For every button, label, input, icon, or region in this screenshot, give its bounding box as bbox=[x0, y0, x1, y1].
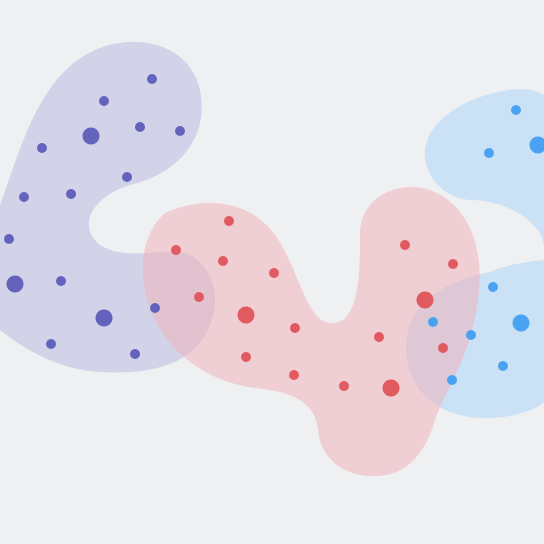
red-point-12 bbox=[374, 332, 384, 342]
purple-point-8 bbox=[19, 192, 29, 202]
red-point-14 bbox=[416, 291, 434, 309]
red-point-5 bbox=[194, 292, 204, 302]
blue-point-6 bbox=[466, 330, 476, 340]
red-point-9 bbox=[289, 370, 299, 380]
purple-point-5 bbox=[175, 126, 185, 136]
purple-point-3 bbox=[82, 127, 100, 145]
purple-point-6 bbox=[37, 143, 47, 153]
blue-point-1 bbox=[511, 105, 521, 115]
red-point-7 bbox=[290, 323, 300, 333]
blue-point-5 bbox=[428, 317, 438, 327]
purple-point-10 bbox=[4, 234, 14, 244]
red-cluster-points bbox=[171, 216, 458, 397]
purple-point-11 bbox=[6, 275, 24, 293]
red-point-4 bbox=[269, 268, 279, 278]
red-point-13 bbox=[438, 343, 448, 353]
red-point-8 bbox=[241, 352, 251, 362]
purple-point-2 bbox=[99, 96, 109, 106]
blue-point-9 bbox=[447, 375, 457, 385]
purple-point-9 bbox=[66, 189, 76, 199]
blue-cluster-points bbox=[428, 105, 544, 385]
purple-point-7 bbox=[122, 172, 132, 182]
red-point-3 bbox=[218, 256, 228, 266]
blue-point-7 bbox=[512, 314, 530, 332]
purple-point-13 bbox=[95, 309, 113, 327]
blue-point-3 bbox=[529, 136, 544, 154]
red-point-11 bbox=[382, 379, 400, 397]
red-point-16 bbox=[448, 259, 458, 269]
blue-point-2 bbox=[484, 148, 494, 158]
red-point-6 bbox=[237, 306, 255, 324]
purple-point-4 bbox=[135, 122, 145, 132]
blue-point-4 bbox=[488, 282, 498, 292]
purple-point-12 bbox=[56, 276, 66, 286]
red-point-1 bbox=[224, 216, 234, 226]
purple-cluster-points bbox=[4, 74, 185, 359]
purple-point-16 bbox=[130, 349, 140, 359]
red-point-10 bbox=[339, 381, 349, 391]
purple-point-1 bbox=[147, 74, 157, 84]
red-point-15 bbox=[400, 240, 410, 250]
purple-point-14 bbox=[150, 303, 160, 313]
blue-point-8 bbox=[498, 361, 508, 371]
purple-point-15 bbox=[46, 339, 56, 349]
red-point-2 bbox=[171, 245, 181, 255]
